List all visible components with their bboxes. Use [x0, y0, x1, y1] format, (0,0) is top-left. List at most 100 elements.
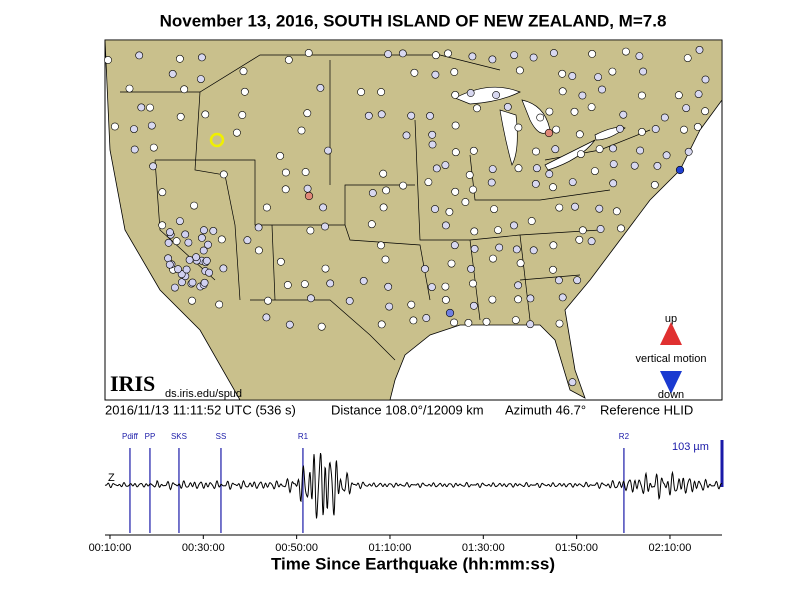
station — [243, 236, 252, 245]
station — [570, 107, 579, 116]
x-tick-label: 02:10:00 — [649, 542, 692, 554]
station — [381, 255, 390, 264]
station — [239, 67, 248, 76]
station — [609, 144, 617, 153]
station — [204, 240, 212, 249]
station — [638, 91, 646, 100]
station — [427, 283, 436, 291]
station — [630, 161, 639, 170]
station — [199, 246, 208, 255]
station — [137, 103, 146, 112]
station — [276, 257, 285, 266]
station — [188, 296, 196, 305]
station — [575, 235, 584, 244]
station — [466, 89, 475, 97]
station — [527, 217, 536, 225]
station — [587, 237, 596, 246]
station — [399, 181, 407, 190]
info-time: 2016/11/13 11:11:52 UTC (536 s) — [105, 402, 296, 417]
station — [550, 49, 558, 57]
station — [209, 226, 218, 235]
station — [514, 123, 523, 132]
station — [516, 259, 525, 268]
station — [468, 52, 477, 61]
station — [135, 51, 144, 60]
phase-label: Pdiff — [122, 432, 139, 441]
station — [367, 220, 376, 229]
station — [684, 147, 693, 156]
reference-station — [209, 132, 225, 148]
station — [306, 226, 315, 235]
station — [276, 151, 284, 160]
station — [514, 281, 522, 290]
station — [531, 179, 540, 188]
station — [281, 185, 290, 194]
station — [639, 67, 647, 76]
phase-label: PP — [145, 432, 156, 441]
station — [680, 125, 688, 134]
station — [217, 235, 226, 244]
station — [170, 283, 179, 292]
station — [545, 107, 554, 116]
station — [176, 112, 185, 121]
station — [402, 131, 411, 140]
station — [516, 66, 524, 75]
station — [591, 167, 599, 175]
station — [283, 281, 292, 289]
scale-label: 103 µm — [672, 441, 709, 453]
station — [510, 221, 518, 230]
station — [149, 162, 157, 171]
station — [552, 125, 561, 134]
map: IRIS ds.iris.edu/spud up vertical motion… — [104, 39, 723, 401]
station — [619, 110, 628, 119]
station — [444, 49, 452, 58]
station — [558, 293, 567, 302]
station — [549, 265, 557, 274]
station — [450, 241, 459, 250]
station — [441, 221, 450, 230]
station — [511, 316, 520, 324]
station — [514, 164, 523, 173]
station — [377, 88, 385, 96]
station — [125, 84, 134, 93]
station — [146, 103, 154, 112]
station — [359, 276, 368, 285]
station — [164, 254, 172, 263]
station — [595, 204, 604, 213]
station — [368, 189, 377, 197]
station — [536, 113, 545, 122]
great-lakes — [454, 86, 626, 171]
station — [382, 186, 390, 195]
station — [578, 91, 587, 100]
station — [190, 201, 198, 210]
station — [379, 203, 388, 212]
station — [377, 320, 386, 329]
station — [577, 150, 585, 158]
station — [701, 75, 710, 84]
station — [447, 259, 456, 268]
station — [130, 125, 138, 134]
station — [609, 160, 618, 168]
station — [285, 320, 294, 329]
station — [488, 55, 497, 64]
station — [158, 221, 167, 230]
station — [555, 319, 564, 328]
logo: IRIS — [110, 371, 155, 396]
station — [219, 170, 228, 179]
station — [398, 49, 407, 58]
station — [638, 127, 646, 136]
station — [192, 253, 200, 262]
station — [304, 49, 313, 57]
station — [683, 54, 692, 62]
station — [595, 145, 604, 153]
title: November 13, 2016, SOUTH ISLAND OF NEW Z… — [160, 11, 667, 30]
station — [357, 88, 365, 96]
x-tick-label: 00:50:00 — [275, 542, 318, 554]
station — [609, 179, 618, 188]
station — [181, 230, 190, 239]
station — [660, 113, 669, 122]
station — [345, 296, 354, 305]
station — [450, 68, 459, 76]
station — [653, 161, 662, 170]
station — [492, 91, 500, 99]
